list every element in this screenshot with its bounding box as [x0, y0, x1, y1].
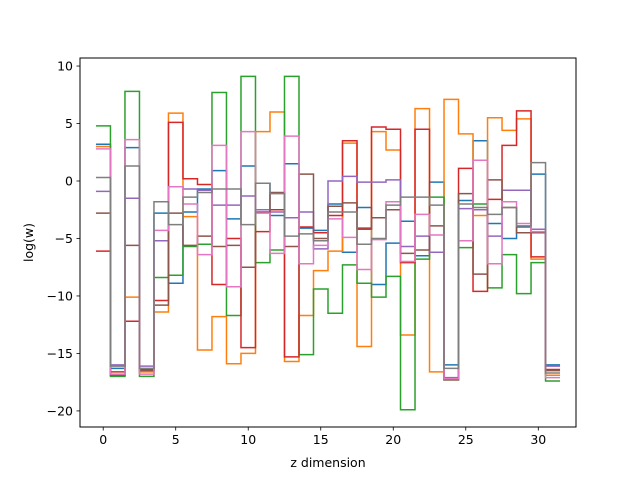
y-tick-label: −15	[47, 346, 73, 361]
x-tick-label: 5	[172, 432, 180, 447]
x-tick-label: 25	[458, 432, 474, 447]
x-tick-label: 0	[99, 432, 107, 447]
x-tick-label: 20	[385, 432, 401, 447]
y-axis-label: log(w)	[21, 223, 36, 262]
x-tick-label: 15	[313, 432, 329, 447]
series-layer	[95, 75, 561, 411]
x-tick-label: 10	[240, 432, 256, 447]
series-line-2	[95, 98, 561, 377]
y-axis: −20 −15 −10 −5 0 5 10	[47, 59, 80, 418]
y-tick-label: −20	[47, 403, 73, 418]
series-line-8	[95, 161, 561, 374]
y-tick-label: 5	[65, 116, 73, 131]
x-axis-label: z dimension	[290, 455, 365, 470]
plot-frame	[79, 57, 577, 428]
y-tick-label: −5	[55, 231, 73, 246]
x-axis: 0 5 10 15 20 25 30	[99, 427, 546, 447]
series-line-3	[95, 75, 561, 411]
y-tick-label: 10	[57, 59, 73, 74]
y-tick-label: 0	[65, 174, 73, 189]
y-tick-label: −10	[47, 288, 73, 303]
x-tick-label: 30	[530, 432, 546, 447]
